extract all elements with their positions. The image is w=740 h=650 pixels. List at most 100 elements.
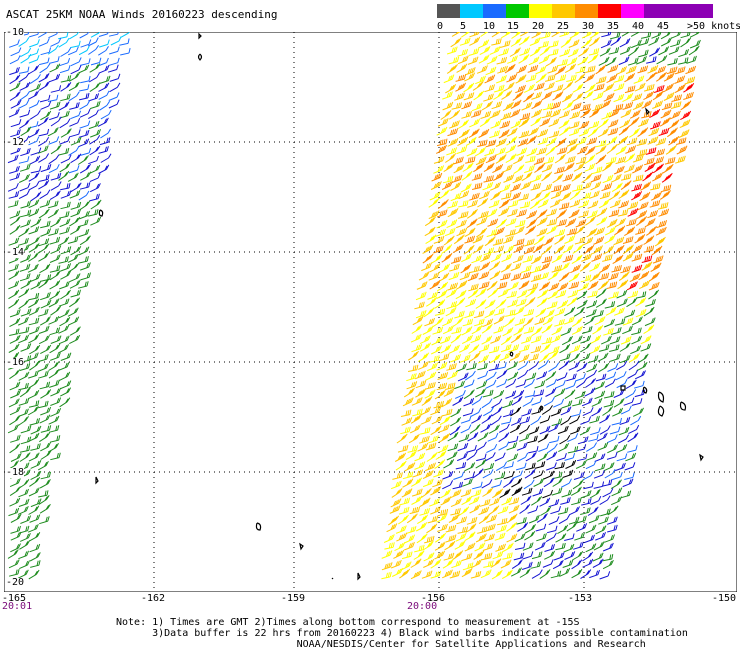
wind-barb (422, 470, 434, 480)
wind-barb (9, 478, 21, 488)
wind-barb (602, 161, 614, 172)
wind-barb (629, 109, 641, 119)
wind-barb (450, 37, 462, 48)
wind-barb (399, 568, 411, 579)
wind-barb (395, 525, 407, 534)
wind-barb (584, 534, 595, 544)
wind-barb (536, 513, 548, 523)
wind-barb (462, 162, 474, 172)
wind-barb (563, 162, 575, 172)
wind-barb (38, 243, 50, 254)
wind-barb (649, 47, 661, 57)
wind-barb (8, 398, 20, 408)
wind-barb (586, 210, 598, 219)
wind-barb (452, 243, 464, 254)
wind-barb (602, 488, 614, 498)
wind-barb (463, 92, 475, 101)
wind-barb (468, 48, 480, 56)
wind-barb (503, 478, 514, 488)
wind-barb (470, 570, 482, 579)
wind-barbs (7, 32, 701, 580)
wind-barb (550, 108, 561, 118)
wind-barb (58, 170, 70, 181)
wind-barb (502, 400, 513, 409)
wind-barb (580, 342, 592, 353)
legend-label: 30 (582, 21, 595, 32)
wind-barb (604, 534, 615, 543)
wind-barb (606, 516, 618, 525)
wind-barb (384, 542, 395, 550)
wind-barb (676, 145, 688, 155)
wind-barb (439, 415, 451, 426)
wind-barb (50, 387, 62, 397)
wind-barb (607, 505, 619, 516)
wind-barb (442, 471, 454, 480)
wind-barb (585, 543, 597, 553)
wind-barb (460, 415, 472, 424)
wind-barb (643, 157, 655, 166)
legend-unit-label: >50 knots (687, 21, 740, 32)
wind-barb (528, 353, 539, 362)
wind-barb (437, 199, 449, 210)
wind-barb (516, 442, 528, 451)
wind-barb (466, 450, 478, 461)
wind-barb (509, 47, 521, 57)
wind-barb (49, 290, 61, 300)
wind-barb (606, 218, 618, 228)
wind-barb (389, 505, 401, 514)
legend-label: 5 (460, 21, 467, 32)
wind-barb (50, 408, 62, 417)
wind-barb (18, 488, 29, 498)
wind-barb (29, 39, 40, 48)
wind-barb (496, 362, 507, 370)
wind-barb (485, 523, 496, 532)
wind-barb (441, 252, 453, 263)
wind-barb (625, 452, 637, 462)
wind-barb (517, 452, 529, 462)
wind-barb (527, 435, 538, 444)
wind-barb (60, 289, 71, 300)
wind-barb (685, 65, 697, 75)
wind-barb (539, 415, 551, 424)
wind-barb (577, 56, 589, 66)
wind-barb (632, 101, 644, 111)
wind-barb (583, 481, 594, 490)
wind-barb (613, 74, 625, 83)
wind-barb (37, 145, 49, 154)
wind-barb (617, 434, 630, 444)
wind-barb (449, 570, 461, 579)
wind-barb (620, 265, 631, 274)
wind-barb (478, 128, 490, 138)
wind-barb (431, 336, 443, 346)
wind-barb (39, 479, 51, 489)
wind-barb (79, 120, 91, 129)
wind-barb (452, 550, 464, 561)
island (331, 577, 334, 580)
island (620, 385, 626, 391)
wind-barb (644, 218, 656, 228)
wind-barb (109, 46, 120, 55)
wind-barb (392, 472, 403, 480)
wind-barb (448, 513, 460, 523)
wind-barb (602, 542, 614, 552)
wind-barb (581, 253, 593, 262)
wind-barb (49, 63, 61, 73)
wind-barb (578, 120, 590, 130)
wind-barb (570, 486, 582, 496)
wind-barb (558, 360, 570, 371)
wind-barb (18, 66, 30, 74)
wind-barb (594, 381, 605, 390)
wind-barb (500, 112, 512, 121)
wind-barb (527, 64, 539, 73)
wind-barb (505, 229, 516, 237)
wind-barb (507, 371, 519, 381)
wind-barb (550, 408, 562, 417)
wind-barb (9, 82, 21, 92)
wind-barb (19, 263, 31, 272)
wind-barb (614, 225, 626, 236)
wind-barb (421, 570, 433, 579)
wind-barb (523, 378, 535, 389)
wind-barb (572, 92, 584, 102)
wind-barb (609, 353, 621, 362)
wind-barb (526, 210, 538, 219)
